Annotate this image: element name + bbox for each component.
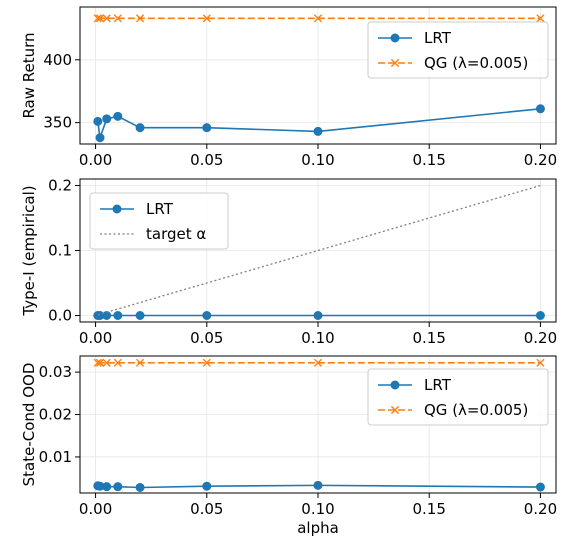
x-tick-label: 0.20 [524,329,557,347]
data-point [202,481,212,491]
legend-box [367,368,549,426]
data-point [313,126,323,136]
y-axis-label: Raw Return [20,32,38,118]
legend-marker [390,33,400,43]
legend-label: LRT [424,376,452,394]
data-point [536,358,545,367]
x-tick-label: 0.00 [79,500,112,518]
data-point [202,123,212,133]
data-point [113,311,123,320]
data-point [113,358,122,367]
data-point [102,114,112,124]
x-tick-label: 0.20 [524,151,557,169]
series-qg [93,358,545,367]
y-tick-label: 0.1 [48,242,72,260]
panel-1: 0.00 0.05 0.10 0.15 0.20 350 400 Raw Return LRT Q… [20,6,557,169]
data-point [102,311,112,320]
data-point [102,358,111,367]
x-tick-label: 0.05 [190,500,223,518]
data-point [313,14,323,23]
data-point [113,482,123,492]
data-point [135,482,145,492]
x-tick-label: 0.10 [301,151,334,169]
data-point [536,14,545,23]
data-point [313,480,323,490]
data-point [93,358,102,367]
legend-label: LRT [146,200,174,218]
data-point [313,358,323,367]
x-tick-label: 0.10 [301,329,334,347]
data-point [95,14,105,23]
data-point [135,358,145,367]
data-point [135,311,145,320]
data-point [535,104,545,114]
y-tick-label: 0.02 [39,406,72,424]
data-point [202,14,211,23]
x-tick-label: 0.05 [190,151,223,169]
y-tick-label: 0.0 [48,307,72,325]
data-point [95,358,105,367]
x-tick-label: 0.10 [301,500,334,518]
panel-2: 0.00 0.05 0.10 0.15 0.20 0.0 0.1 0.2 Type-I (emp… [20,177,557,348]
x-tick-label: 0.05 [190,329,223,347]
y-axis-label: Type-I (empirical) [20,185,38,316]
x-tick-label: 0.20 [524,500,557,518]
legend: LRT QG (λ=0.005) [367,368,549,426]
data-point [202,311,212,320]
x-axis-label: alpha [297,519,339,537]
data-point [113,14,122,23]
legend-marker [390,58,400,68]
panel-3: 0.00 0.05 0.10 0.15 0.20 0.01 0.02 0.03State-Co… [20,355,557,537]
data-point [313,311,323,320]
x-tick-label: 0.15 [413,500,446,518]
data-point [135,123,145,133]
y-tick-label: 400 [43,51,72,69]
legend-marker [390,405,400,415]
x-tick-label: 0.15 [413,151,446,169]
y-tick-label: 0.01 [39,448,72,466]
legend: LRT QG (λ=0.005) [367,21,549,79]
legend-label: QG (λ=0.005) [424,401,528,419]
data-point [135,14,145,23]
data-point [93,14,102,23]
legend-label: LRT [424,29,452,47]
series-lrt [93,104,545,143]
y-tick-label: 350 [43,114,72,132]
y-axis-label: State-Cond OOD [20,363,38,487]
x-tick-label: 0.00 [79,329,112,347]
data-point [535,311,545,320]
data-point [202,358,211,367]
legend-label: QG (λ=0.005) [424,54,528,72]
legend-box [367,21,549,79]
series-target-alpha [97,184,541,316]
x-tick-label: 0.00 [79,151,112,169]
series-lrt [93,480,545,492]
series-lrt [93,311,545,320]
legend-marker [390,380,400,390]
data-point [95,133,105,143]
x-tick-label: 0.15 [413,329,446,347]
y-tick-label: 0.2 [48,177,72,195]
series-line [97,184,541,316]
legend-marker [112,204,122,214]
data-point [535,482,545,492]
data-point [102,14,111,23]
legend-box [89,192,229,250]
data-point [113,111,123,121]
y-tick-label: 0.03 [39,363,72,381]
data-point [102,482,112,492]
series-qg [93,14,545,23]
data-point [93,116,103,126]
legend: LRT target α [89,192,229,250]
legend-label: target α [146,225,206,243]
